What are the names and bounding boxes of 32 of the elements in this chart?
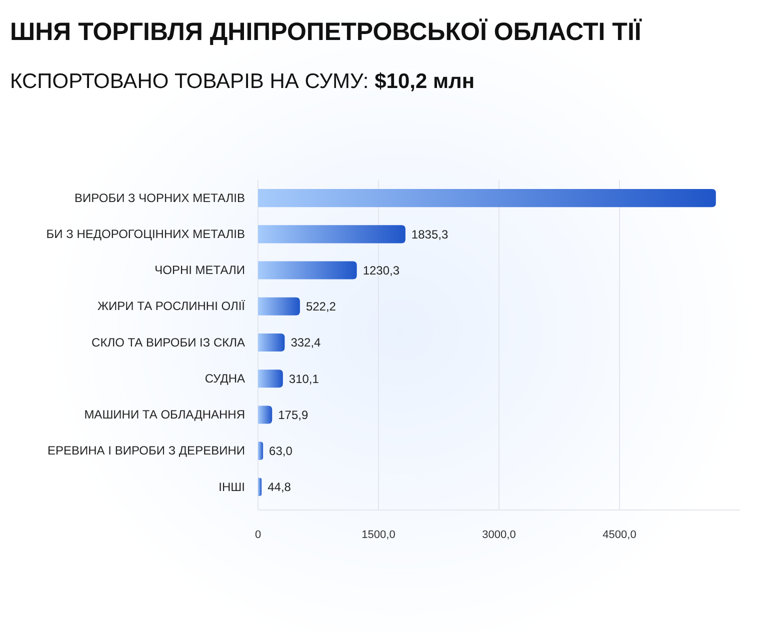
- y-tick-label: ЧОРНІ МЕТАЛИ: [154, 263, 245, 278]
- bar: [258, 297, 300, 316]
- data-label: 1835,3: [411, 227, 448, 242]
- chart-subtitle: КСПОРТОВАНО ТОВАРІВ НА СУМУ: $10,2 млн: [10, 70, 475, 93]
- y-tick-label: БИ З НЕДОРОГОЦІННИХ МЕТАЛІВ: [46, 227, 245, 242]
- y-tick-label: ІНШІ: [218, 480, 245, 494]
- data-label: 63,0: [269, 444, 293, 458]
- x-tick-label: 1500,0: [362, 528, 396, 541]
- y-tick-label: СКЛО ТА ВИРОБИ ІЗ СКЛА: [92, 335, 245, 350]
- y-tick-label: ВИРОБИ З ЧОРНИХ МЕТАЛІВ: [74, 190, 245, 205]
- chart-title: ШНЯ ТОРГІВЛЯ ДНІПРОПЕТРОВСЬКОЇ ОБЛАСТІ ТІЇ: [10, 18, 642, 46]
- data-label: 175,9: [278, 408, 308, 422]
- data-label: 1230,3: [362, 263, 400, 278]
- data-label: 44,8: [268, 480, 292, 494]
- bar: [258, 442, 264, 460]
- bar: [258, 370, 283, 388]
- y-tick-label: МАШИНИ ТА ОБЛАДНАННЯ: [84, 408, 245, 422]
- data-label: 522,2: [306, 300, 336, 314]
- x-tick-label: 4500,0: [602, 528, 636, 541]
- bar: [258, 333, 285, 352]
- bar: [258, 478, 262, 496]
- y-tick-label: ЖИРИ ТА РОСЛИННІ ОЛІЇ: [97, 299, 246, 314]
- y-tick-label: СУДНА: [204, 371, 245, 386]
- data-label: 332,4: [290, 336, 322, 350]
- x-tick-label: 3000,0: [482, 528, 516, 541]
- y-tick-label: ЕРЕВИНА І ВИРОБИ З ДЕРЕВИНИ: [48, 444, 245, 458]
- bar: [258, 225, 406, 244]
- bar: [258, 189, 716, 208]
- bar: [258, 406, 272, 424]
- bar: [258, 261, 357, 280]
- x-tick-label: 0: [254, 528, 262, 541]
- data-label: 310,1: [288, 372, 320, 386]
